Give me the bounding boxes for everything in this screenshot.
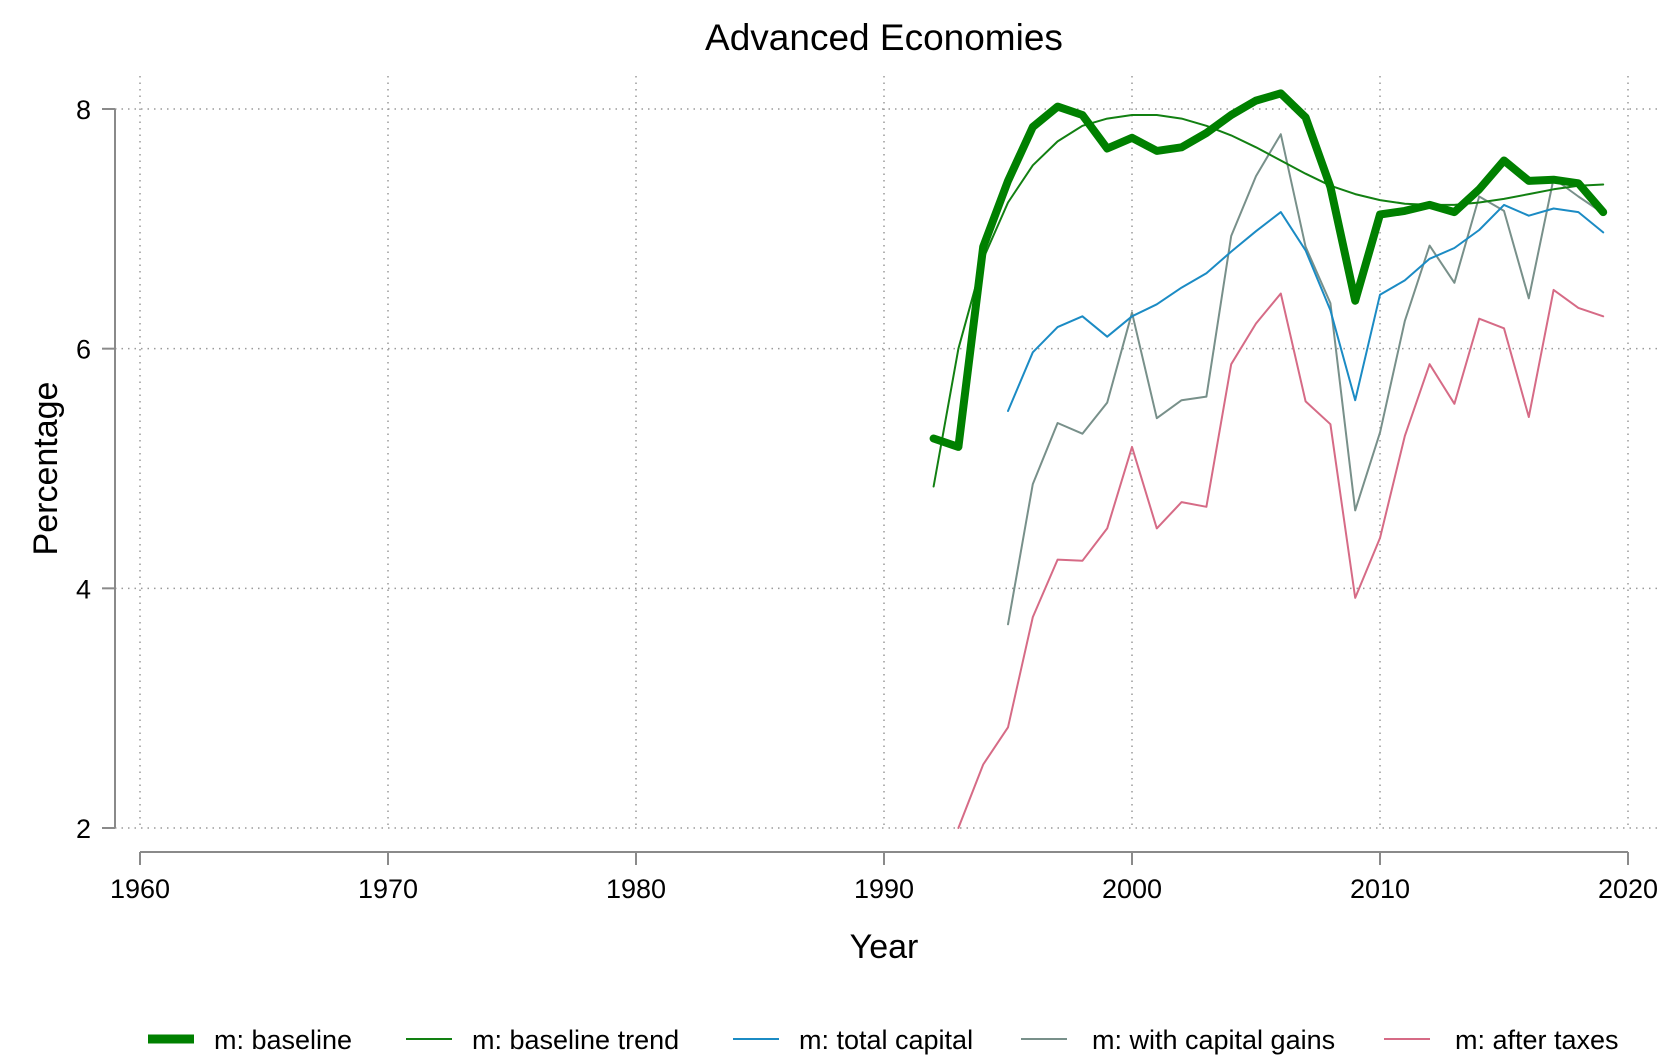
y-tick-label-0: 2	[76, 814, 91, 844]
x-tick-label-0: 1960	[110, 874, 170, 904]
x-tick-label-4: 2000	[1102, 874, 1162, 904]
legend: m: baseline m: baseline trend m: total cap…	[148, 1025, 1619, 1055]
axes: 1960 1970 1980 1990 2000 2010 2020 2 4 6 8	[76, 95, 1658, 904]
y-tick-label-1: 4	[76, 574, 91, 604]
legend-label-3: m: with capital gains	[1092, 1025, 1335, 1055]
x-axis-title: Year	[850, 928, 919, 966]
series-line-4	[957, 288, 1605, 829]
series-line-1	[932, 114, 1605, 488]
series-line-2	[1007, 203, 1605, 412]
x-tick-label-5: 2010	[1350, 874, 1410, 904]
y-axis-title: Percentage	[27, 382, 65, 556]
x-tick-label-2: 1980	[606, 874, 666, 904]
x-tick-label-1: 1970	[358, 874, 418, 904]
x-tick-label-6: 2020	[1598, 874, 1658, 904]
legend-label-0: m: baseline	[214, 1025, 352, 1055]
chart-title: Advanced Economies	[705, 17, 1063, 58]
series-line-0	[929, 89, 1608, 451]
legend-label-1: m: baseline trend	[472, 1025, 679, 1055]
legend-label-2: m: total capital	[799, 1025, 973, 1055]
x-tick-label-3: 1990	[854, 874, 914, 904]
grid-lines	[115, 76, 1660, 829]
series-lines	[929, 89, 1608, 829]
y-tick-label-2: 6	[76, 335, 91, 365]
legend-label-4: m: after taxes	[1455, 1025, 1619, 1055]
y-tick-label-3: 8	[76, 95, 91, 125]
series-line-3	[1007, 133, 1605, 626]
